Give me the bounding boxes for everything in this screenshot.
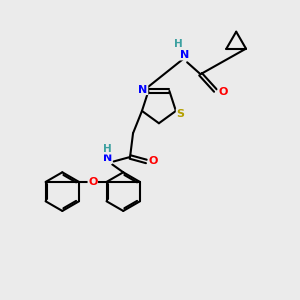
Text: N: N [103, 154, 112, 164]
Text: O: O [148, 157, 158, 166]
Text: S: S [176, 109, 184, 119]
Text: O: O [218, 87, 227, 97]
Text: H: H [103, 144, 112, 154]
Text: H: H [174, 40, 183, 50]
Text: N: N [180, 50, 189, 60]
Text: O: O [88, 177, 98, 187]
Text: N: N [139, 85, 148, 94]
